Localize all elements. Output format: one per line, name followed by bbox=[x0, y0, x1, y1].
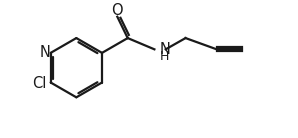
Text: Cl: Cl bbox=[32, 76, 46, 91]
Text: H: H bbox=[160, 50, 169, 63]
Text: O: O bbox=[111, 3, 123, 18]
Text: N: N bbox=[160, 42, 171, 57]
Text: N: N bbox=[40, 45, 51, 60]
